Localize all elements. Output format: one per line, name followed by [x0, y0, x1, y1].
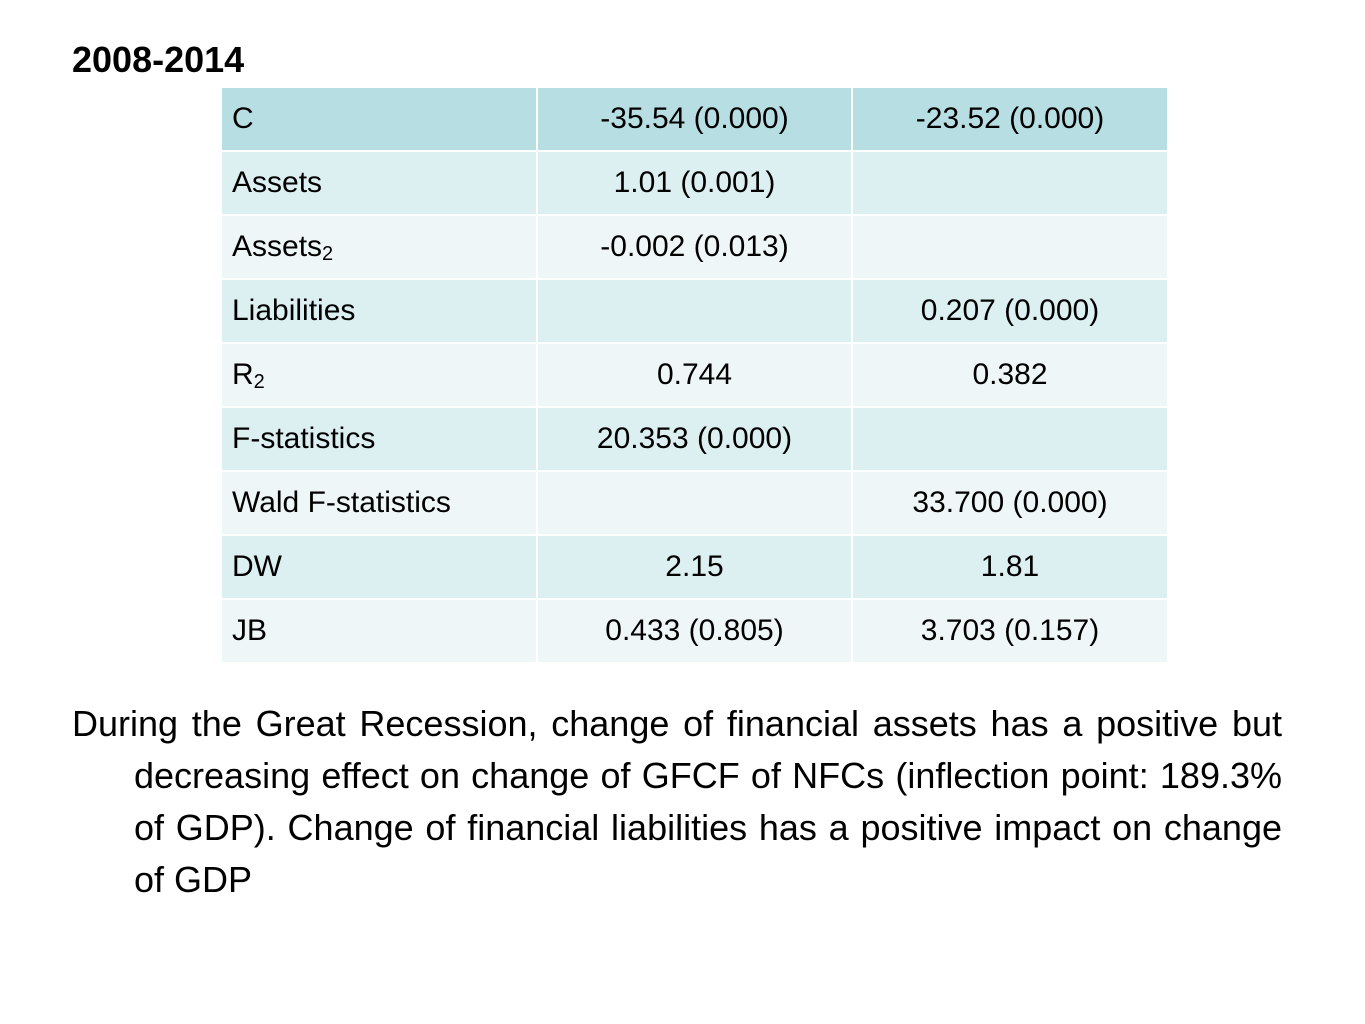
summary-paragraph: During the Great Recession, change of fi…	[72, 703, 1282, 900]
model-1-value: 1.01 (0.001)	[537, 151, 853, 216]
table-row: F-statistics 20.353 (0.000)	[222, 407, 1167, 472]
table-row: Assets 1.01 (0.001)	[222, 151, 1167, 216]
model-2-value	[852, 215, 1167, 280]
table-row: DW 2.15 1.81	[222, 535, 1167, 600]
model-2-value	[852, 407, 1167, 472]
model-2-value: 0.382	[852, 343, 1167, 408]
table-row: Wald F-statistics 33.700 (0.000)	[222, 471, 1167, 536]
row-label: Assets2	[222, 215, 538, 280]
table-row: Assets2 -0.002 (0.013)	[222, 215, 1167, 280]
model-2-value: 1.81	[852, 535, 1167, 600]
model-1-value: 0.744	[537, 343, 853, 408]
row-label: R2	[222, 343, 538, 408]
row-label: Assets	[222, 151, 538, 216]
model-1-value: -0.002 (0.013)	[537, 215, 853, 280]
model-1-value: 0.433 (0.805)	[537, 599, 853, 664]
slide-title: 2008-2014	[72, 39, 245, 80]
model-2-value	[852, 151, 1167, 216]
model-2-value: 3.703 (0.157)	[852, 599, 1167, 664]
row-label: DW	[222, 535, 538, 600]
row-label: C	[222, 88, 538, 152]
table-row: R2 0.744 0.382	[222, 343, 1167, 408]
model-1-value	[537, 471, 853, 536]
model-2-value: 33.700 (0.000)	[852, 471, 1167, 536]
table-row: Liabilities 0.207 (0.000)	[222, 279, 1167, 344]
row-label: F-statistics	[222, 407, 538, 472]
model-1-value: 2.15	[537, 535, 853, 600]
model-1-value	[537, 279, 853, 344]
regression-results-table: C -35.54 (0.000) -23.52 (0.000) Assets 1…	[222, 88, 1167, 664]
row-label: Liabilities	[222, 279, 538, 344]
model-2-value: -23.52 (0.000)	[852, 88, 1167, 152]
model-1-value: 20.353 (0.000)	[537, 407, 853, 472]
table-row: C -35.54 (0.000) -23.52 (0.000)	[222, 88, 1167, 152]
row-label: JB	[222, 599, 538, 664]
model-1-value: -35.54 (0.000)	[537, 88, 853, 152]
row-label: Wald F-statistics	[222, 471, 538, 536]
model-2-value: 0.207 (0.000)	[852, 279, 1167, 344]
table-row: JB 0.433 (0.805) 3.703 (0.157)	[222, 599, 1167, 664]
